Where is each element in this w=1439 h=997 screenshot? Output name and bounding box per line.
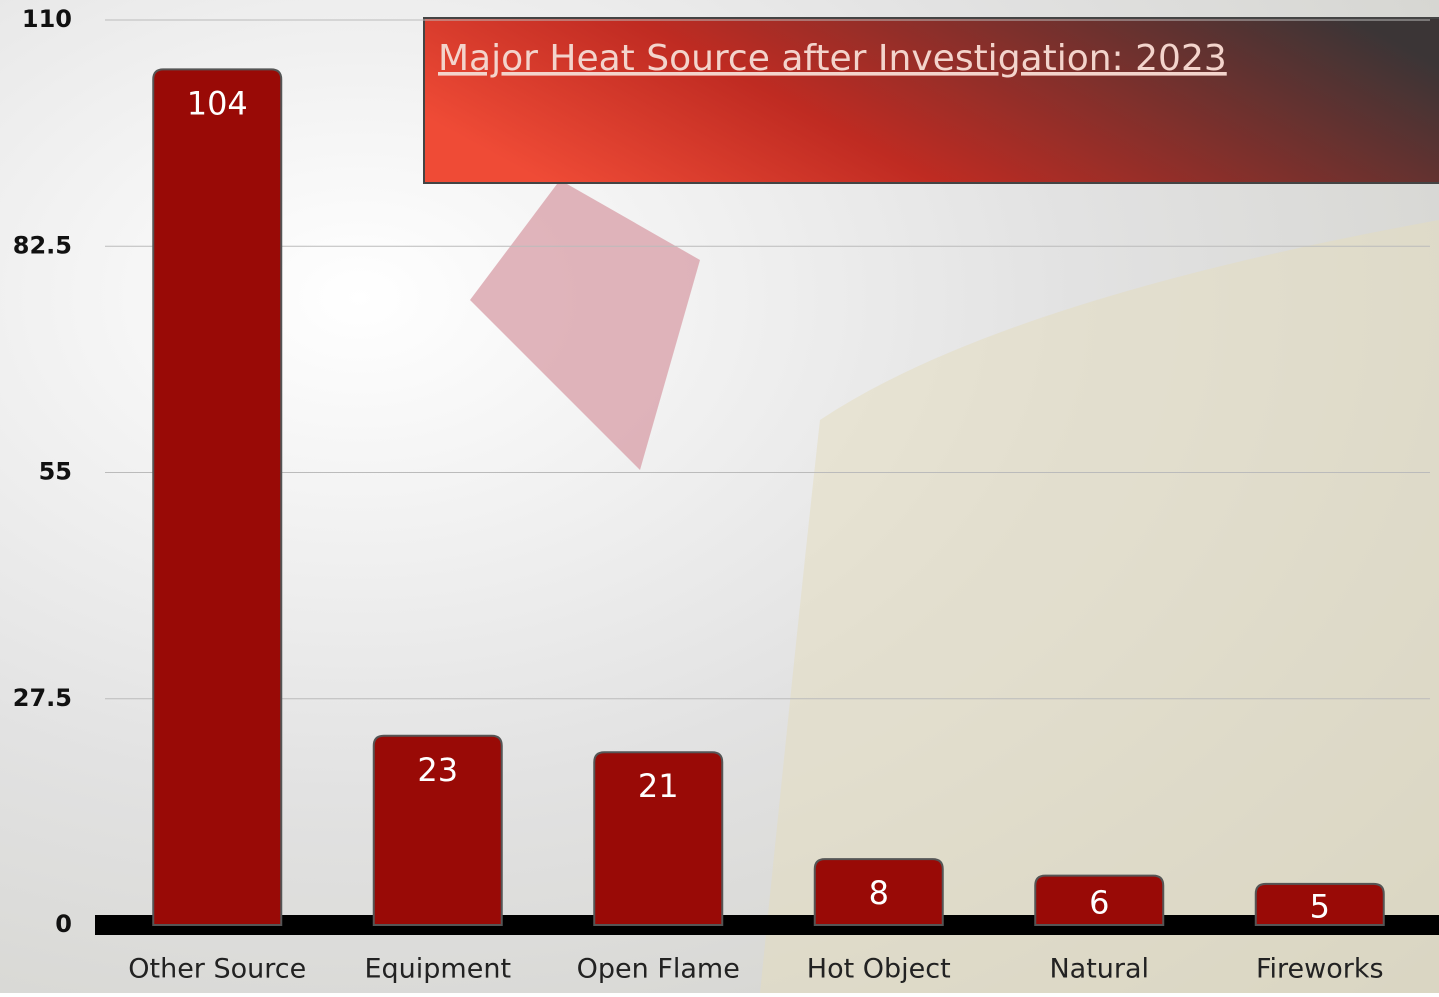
y-tick-label: 0 [55, 910, 72, 938]
x-tick-label: Other Source [128, 954, 306, 985]
x-tick-label: Hot Object [807, 954, 951, 985]
bar [152, 68, 283, 926]
value-label: 21 [638, 767, 679, 805]
background-art [760, 220, 1439, 993]
bar [593, 751, 724, 926]
value-label: 5 [1310, 887, 1330, 925]
bar [372, 734, 503, 926]
x-tick-label: Natural [1049, 954, 1149, 985]
title-box [423, 17, 1439, 184]
value-label: 104 [187, 84, 248, 122]
y-tick-label: 55 [39, 458, 72, 486]
y-tick-label: 82.5 [13, 231, 72, 259]
bar [1034, 874, 1165, 926]
x-tick-label: Equipment [364, 954, 511, 985]
chart-title[interactable]: Major Heat Source after Investigation: 2… [438, 38, 1227, 79]
background-art [470, 180, 700, 470]
y-tick-label: 27.5 [13, 684, 72, 712]
y-tick-label: 110 [22, 5, 72, 33]
x-tick-label: Open Flame [577, 954, 740, 985]
bar [813, 858, 944, 926]
bar [1254, 882, 1385, 926]
value-label: 23 [417, 751, 458, 789]
value-label: 6 [1089, 883, 1109, 921]
value-label: 8 [869, 874, 889, 912]
x-tick-label: Fireworks [1256, 954, 1384, 985]
